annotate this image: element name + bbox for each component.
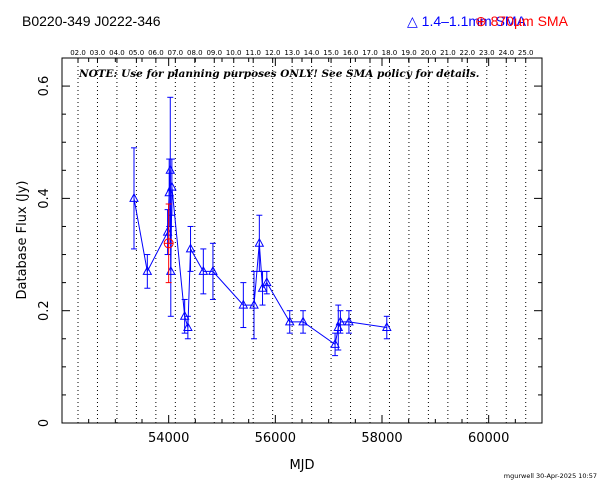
data-point-triangle (261, 277, 272, 287)
x-tick-label: 60000 (468, 431, 509, 446)
series-layer (129, 96, 392, 357)
top-axis-label: 10.0 (226, 49, 242, 57)
data-point-triangle (129, 192, 139, 202)
top-axis-label: 17.0 (362, 49, 378, 57)
data-point-triangle (162, 226, 173, 236)
top-axis-label: 02.0 (70, 49, 86, 57)
data-point-triangle (381, 321, 392, 332)
x-tick-label: 58000 (361, 431, 402, 446)
top-axis-label: 20.0 (421, 49, 437, 57)
top-axis-label: 21.0 (440, 49, 456, 57)
source-names-title: B0220-349 J0222-346 (22, 13, 161, 29)
vertical-grid (77, 58, 527, 423)
top-axis-label: 25.0 (518, 49, 534, 57)
data-point-triangle (254, 237, 265, 247)
top-axis-label: 05.0 (129, 49, 145, 57)
x-tick-label: 54000 (148, 431, 189, 446)
planning-note: NOTE: Use for planning purposes ONLY! Se… (78, 68, 479, 80)
data-point-triangle (164, 187, 175, 197)
legend-blue-series: △ 1.4–1.1mm SMA (407, 13, 527, 29)
x-tick-label: 56000 (255, 431, 296, 446)
data-point-triangle (257, 282, 268, 292)
data-point-triangle (167, 181, 177, 191)
data-point-triangle (208, 265, 218, 275)
data-point-triangle (330, 338, 340, 348)
y-tick-label: 0 (37, 419, 52, 427)
data-point-triangle (335, 316, 346, 326)
y-axis-label: Database Flux (Jy) (15, 181, 30, 300)
y-tick-label: 0.2 (37, 300, 52, 321)
top-axis-label: 14.0 (304, 49, 320, 57)
data-point-triangle (142, 265, 153, 275)
top-axis: 02.0 03.0 04.0 05.0 06.0 07.0 08.0 09.0 10.0 11.0… (70, 49, 534, 62)
top-axis-label: 22.0 (460, 49, 476, 57)
top-axis-label: 13.0 (284, 49, 300, 57)
top-axis-label: 07.0 (168, 49, 184, 57)
data-point-triangle (185, 243, 196, 253)
data-point-triangle (238, 299, 249, 309)
top-axis-label: 09.0 (206, 49, 222, 57)
top-axis-label: 16.0 (343, 49, 359, 57)
data-point-triangle (344, 316, 354, 326)
x-axis-label: MJD (289, 458, 314, 473)
data-point-triangle (298, 316, 308, 326)
y-axis: 0 0.2 0.4 0.6 (37, 57, 542, 427)
data-point-triangle (179, 310, 190, 320)
y-tick-label: 0.6 (37, 76, 52, 97)
data-point-triangle (198, 265, 209, 275)
x-axis: 54000 56000 58000 60000 (61, 58, 543, 446)
data-point-triangle (249, 299, 259, 309)
top-axis-label: 11.0 (245, 49, 261, 57)
data-point-triangle (183, 321, 193, 332)
top-axis-label: 04.0 (109, 49, 125, 57)
legend-red-series: ⊕ 870µm SMA (475, 13, 569, 29)
footer-stamp: mgurwell 30-Apr-2025 10:57 (504, 472, 597, 480)
top-axis-label: 06.0 (148, 49, 164, 57)
top-axis-label: 15.0 (323, 49, 339, 57)
top-axis-label: 12.0 (265, 49, 281, 57)
top-axis-label: 24.0 (498, 49, 514, 57)
y-tick-label: 0.4 (37, 188, 52, 209)
top-axis-label: 18.0 (382, 49, 398, 57)
top-axis-label: 23.0 (479, 49, 495, 57)
top-axis-label: 03.0 (90, 49, 106, 57)
top-axis-label: 19.0 (401, 49, 417, 57)
data-point-triangle (284, 316, 295, 326)
top-axis-label: 08.0 (187, 49, 203, 57)
